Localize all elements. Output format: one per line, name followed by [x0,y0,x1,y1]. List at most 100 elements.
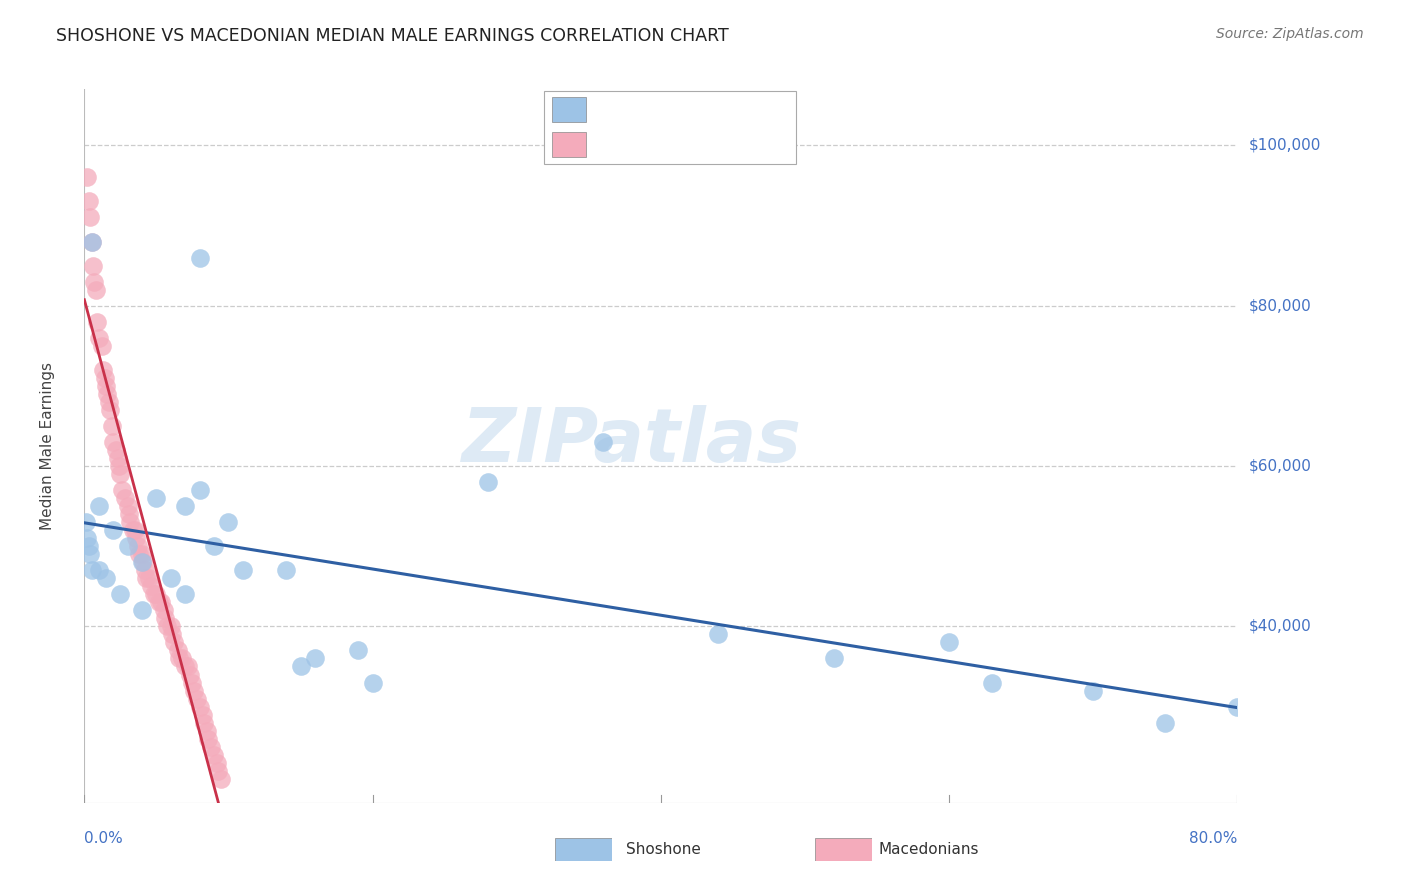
Point [981,675,1004,690]
Point [111,483,134,497]
Point [183,683,205,698]
Point [120,515,142,529]
Point [132,555,155,569]
Point [592,435,614,450]
Point [131,547,153,561]
Point [202,747,225,762]
Point [169,651,191,665]
Point [80,235,103,249]
Point [124,523,146,537]
Point [179,667,201,681]
Text: ZIPatlas: ZIPatlas [463,406,801,478]
Point [1226,699,1249,714]
Point [114,491,136,505]
Point [1081,683,1104,698]
Point [97,395,120,409]
FancyBboxPatch shape [544,91,796,163]
Point [477,475,499,489]
Point [110,467,132,481]
Point [98,403,121,417]
Point [84,283,107,297]
Point [304,651,326,665]
Point [77,194,100,209]
Point [347,643,370,657]
FancyBboxPatch shape [555,838,612,861]
Point [93,371,115,385]
Point [76,531,98,545]
Point [205,756,228,770]
Point [125,531,148,545]
Point [75,515,97,529]
Point [232,563,254,577]
Point [91,363,114,377]
Point [174,587,197,601]
Text: N =: N = [697,103,734,117]
Point [90,339,112,353]
Point [122,523,145,537]
Point [87,499,110,513]
FancyBboxPatch shape [815,838,872,861]
Point [209,772,232,786]
Point [145,587,167,601]
Point [79,211,101,225]
Text: 0.0%: 0.0% [84,830,124,846]
Point [83,275,105,289]
Point [197,731,219,746]
Text: R =: R = [593,137,628,153]
Point [200,739,222,754]
Point [96,387,118,401]
Point [186,691,208,706]
Point [82,259,104,273]
Point [100,419,122,434]
Point [181,675,204,690]
Text: R =: R = [593,103,628,117]
Text: 67: 67 [728,137,749,153]
Point [162,627,184,641]
Point [707,627,730,641]
Text: $60,000: $60,000 [1249,458,1312,474]
Point [149,595,172,609]
Point [153,611,176,625]
Point [139,579,162,593]
Point [76,170,98,185]
Point [142,587,165,601]
Point [160,619,183,633]
Point [207,764,229,778]
Point [94,379,117,393]
Point [174,659,197,673]
Point [177,659,200,673]
Point [290,659,312,673]
Point [103,435,124,450]
Point [174,499,197,513]
Point [118,507,141,521]
Text: Median Male Earnings: Median Male Earnings [39,362,55,530]
Point [172,651,194,665]
Point [107,450,129,465]
Point [163,635,186,649]
Point [105,442,128,457]
Point [138,571,160,585]
Text: -0.296: -0.296 [630,103,681,117]
Point [127,539,149,553]
Text: 37: 37 [728,103,749,117]
Point [148,595,170,609]
Point [145,491,167,505]
Point [128,547,150,561]
Point [135,571,157,585]
Point [80,563,103,577]
Point [1154,715,1177,730]
Point [361,675,384,690]
Point [131,603,153,617]
Point [823,651,845,665]
FancyBboxPatch shape [551,97,585,122]
Point [938,635,960,649]
Point [152,603,174,617]
Point [77,539,100,553]
Point [188,483,211,497]
Point [86,315,108,329]
Point [155,619,177,633]
Point [103,523,124,537]
Point [217,515,239,529]
Point [134,563,156,577]
Point [188,251,211,265]
